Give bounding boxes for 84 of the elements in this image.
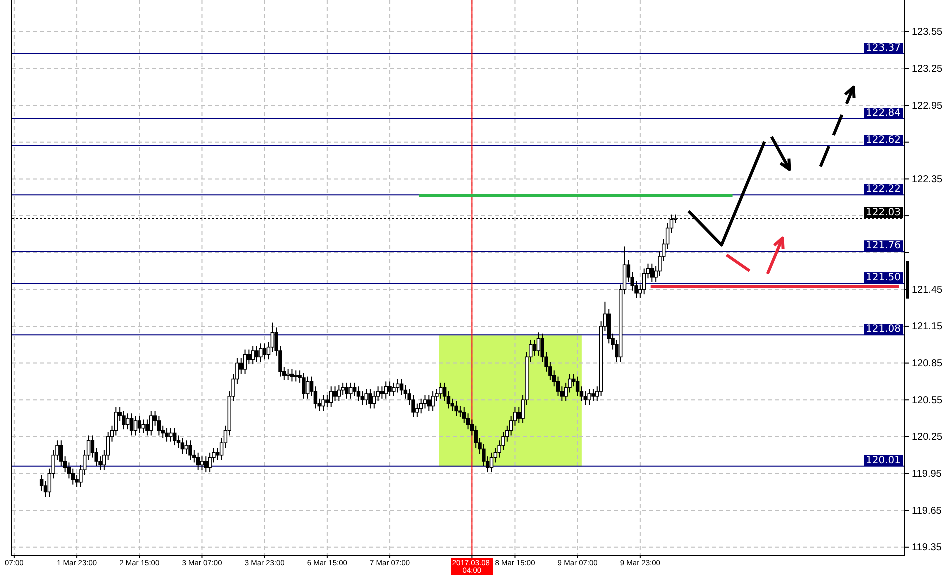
candlestick [126, 413, 130, 430]
candlestick [286, 368, 290, 381]
candlestick [345, 382, 349, 400]
candlestick [208, 452, 212, 474]
candlestick [134, 416, 138, 436]
candlestick [532, 339, 537, 356]
y-tick-label: 122.95 [912, 100, 944, 112]
candlestick [122, 410, 126, 430]
candlestick [439, 382, 443, 400]
candlestick [454, 400, 458, 417]
candlestick [169, 428, 173, 442]
candlestick [650, 263, 654, 283]
candlestick [419, 398, 424, 414]
candlestick [416, 403, 420, 418]
ref-line-label: 121.50 [866, 272, 901, 284]
candlestick [326, 394, 330, 408]
candlestick [262, 343, 267, 360]
candlestick [306, 376, 310, 400]
candlestick [392, 382, 396, 397]
candlestick [71, 468, 75, 486]
y-tick-label: 120.25 [912, 432, 944, 444]
y-tick-label: 119.35 [912, 542, 942, 554]
candlestick [368, 388, 372, 410]
candlestick [592, 388, 596, 402]
y-tick-label: 123.55 [912, 27, 944, 38]
ref-line-label: 123.37 [866, 43, 901, 54]
candlestick [536, 332, 541, 356]
candlestick [146, 419, 150, 436]
candlestick [427, 394, 432, 412]
candlestick [329, 386, 334, 408]
candlestick [588, 388, 592, 406]
candlestick [356, 386, 361, 402]
candlestick [333, 386, 338, 402]
candlestick [196, 452, 200, 471]
candlestick [200, 456, 204, 471]
candlestick [360, 391, 365, 406]
ref-line-label: 122.62 [866, 135, 901, 146]
candlestick [322, 394, 326, 412]
y-tick-label: 120.55 [912, 395, 944, 406]
y-tick-label: 121.45 [912, 284, 944, 296]
candlestick [384, 381, 388, 400]
candlestick [400, 378, 404, 396]
candlestick [259, 343, 263, 363]
candlestick [204, 456, 208, 474]
candlestick [142, 419, 146, 434]
candlestick [388, 381, 392, 397]
candlestick [431, 391, 435, 412]
candlestick [180, 438, 185, 455]
candlestick [172, 428, 177, 446]
candlestick [188, 440, 192, 461]
ref-line-label: 121.76 [866, 240, 901, 252]
candlestick [243, 349, 248, 375]
candlestick [380, 386, 384, 400]
candlestick [130, 413, 134, 436]
candlestick [302, 372, 306, 400]
ref-line-label: 122.03 [866, 207, 901, 218]
candlestick [349, 382, 353, 400]
candlestick [642, 268, 646, 296]
ref-line-label: 120.01 [866, 455, 901, 466]
candlestick [290, 368, 294, 382]
y-tick-label: 121.15 [912, 322, 944, 333]
candlestick [584, 391, 588, 406]
candlestick [184, 440, 188, 455]
y-tick-label: 119.65 [912, 506, 942, 517]
y-tick-label: 120.85 [912, 358, 944, 370]
ref-line-label: 122.22 [866, 184, 901, 196]
candlestick [462, 406, 466, 424]
candlestick [490, 452, 494, 474]
candlestick [364, 388, 368, 406]
candlestick [423, 394, 428, 410]
y-tick-label: 119.95 [912, 468, 942, 480]
ref-line-label: 122.84 [866, 108, 901, 120]
candlestick [270, 322, 275, 353]
candlestick [337, 384, 342, 402]
candlestick [251, 346, 255, 366]
candlestick [165, 428, 169, 442]
candlestick [450, 398, 454, 412]
candlestick [150, 410, 154, 436]
y-tick-label: 122.35 [912, 174, 944, 186]
candlestick [255, 346, 259, 363]
candlestick [294, 370, 298, 382]
candlestick [138, 416, 142, 434]
y-tick-label: 123.25 [912, 64, 944, 75]
ref-line-label: 121.08 [866, 324, 901, 336]
